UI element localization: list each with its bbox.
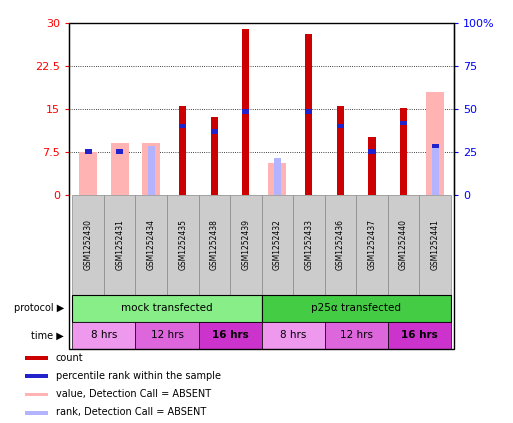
Text: 8 hrs: 8 hrs <box>91 330 117 340</box>
Text: count: count <box>55 353 83 363</box>
Bar <box>79 152 97 195</box>
Text: 16 hrs: 16 hrs <box>401 330 438 340</box>
Bar <box>85 149 92 154</box>
Bar <box>242 109 249 114</box>
Bar <box>368 137 376 195</box>
Bar <box>305 34 312 195</box>
Bar <box>72 295 262 322</box>
Bar <box>419 195 451 295</box>
Text: p25α transfected: p25α transfected <box>311 303 401 313</box>
Bar <box>242 28 249 195</box>
Bar <box>211 129 218 134</box>
Text: value, Detection Call = ABSENT: value, Detection Call = ABSENT <box>55 389 211 399</box>
Text: 16 hrs: 16 hrs <box>212 330 248 340</box>
Text: GSM1252435: GSM1252435 <box>179 219 187 270</box>
Bar <box>400 107 407 195</box>
Bar <box>199 195 230 295</box>
Text: time ▶: time ▶ <box>31 330 64 340</box>
Bar <box>116 149 123 154</box>
Bar <box>262 195 293 295</box>
Bar <box>431 144 439 148</box>
Text: GSM1252432: GSM1252432 <box>273 220 282 270</box>
Bar <box>274 157 281 195</box>
Bar <box>25 411 48 415</box>
Text: GSM1252441: GSM1252441 <box>430 220 440 270</box>
Bar <box>388 195 419 295</box>
Bar <box>368 149 376 154</box>
Text: 8 hrs: 8 hrs <box>280 330 306 340</box>
Bar <box>211 117 218 195</box>
Bar <box>25 393 48 396</box>
Bar <box>25 374 48 378</box>
Text: GSM1252431: GSM1252431 <box>115 220 124 270</box>
Bar <box>25 356 48 360</box>
Bar <box>337 124 344 128</box>
Bar <box>104 195 135 295</box>
Bar <box>337 106 344 195</box>
Bar <box>325 195 356 295</box>
Text: percentile rank within the sample: percentile rank within the sample <box>55 371 221 381</box>
Bar <box>305 109 312 114</box>
Bar <box>167 195 199 295</box>
Text: GSM1252436: GSM1252436 <box>336 219 345 270</box>
Bar <box>262 295 451 322</box>
Bar <box>179 124 186 128</box>
Bar <box>199 322 262 349</box>
Bar <box>148 146 155 195</box>
Text: 12 hrs: 12 hrs <box>340 330 373 340</box>
Text: GSM1252433: GSM1252433 <box>304 219 313 270</box>
Bar <box>293 195 325 295</box>
Bar <box>325 322 388 349</box>
Text: protocol ▶: protocol ▶ <box>14 303 64 313</box>
Bar <box>431 146 439 195</box>
Text: GSM1252438: GSM1252438 <box>210 220 219 270</box>
Text: 12 hrs: 12 hrs <box>150 330 184 340</box>
Text: GSM1252434: GSM1252434 <box>147 219 156 270</box>
Bar <box>72 195 104 295</box>
Text: GSM1252437: GSM1252437 <box>367 219 377 270</box>
Text: mock transfected: mock transfected <box>121 303 213 313</box>
Text: GSM1252439: GSM1252439 <box>241 219 250 270</box>
Bar <box>268 163 286 195</box>
Bar <box>142 143 161 195</box>
Bar <box>72 322 135 349</box>
Text: rank, Detection Call = ABSENT: rank, Detection Call = ABSENT <box>55 407 206 418</box>
Bar <box>426 91 444 195</box>
Bar <box>230 195 262 295</box>
Bar <box>179 106 186 195</box>
Bar <box>356 195 388 295</box>
Text: GSM1252440: GSM1252440 <box>399 219 408 270</box>
Bar <box>135 322 199 349</box>
Bar <box>400 121 407 125</box>
Text: GSM1252430: GSM1252430 <box>84 219 93 270</box>
Bar <box>111 143 129 195</box>
Bar <box>262 322 325 349</box>
Bar <box>135 195 167 295</box>
Bar <box>388 322 451 349</box>
